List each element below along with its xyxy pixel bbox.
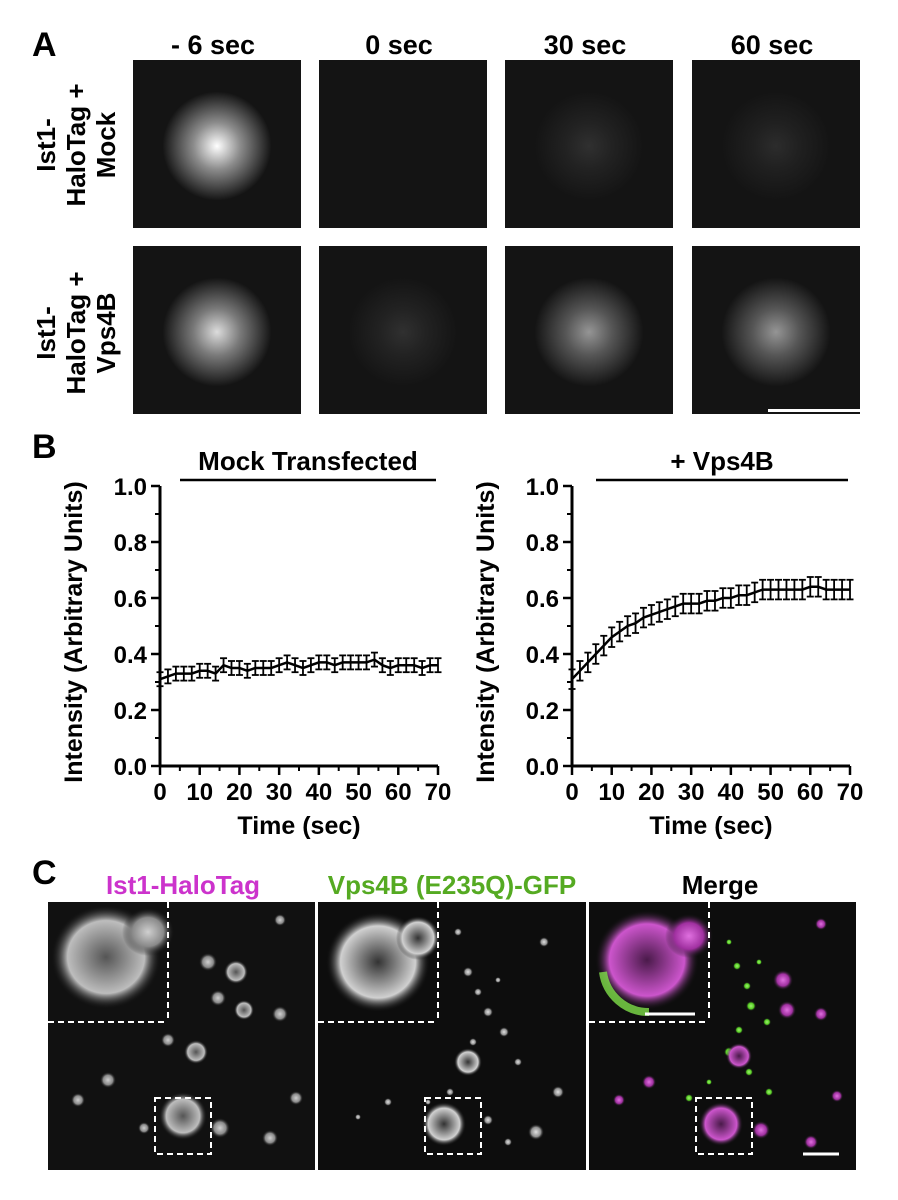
- panel-c-label: C: [32, 854, 57, 892]
- micrograph-ist1-svg: [48, 902, 315, 1170]
- series-line: [159, 658, 438, 681]
- puncta-spot: [162, 91, 272, 201]
- puncta-spot: [534, 277, 644, 387]
- panel-b-label: B: [32, 428, 57, 466]
- x-tick-label: 40: [306, 779, 333, 806]
- chart-vps4b: + Vps4B 0.0 0.2 0.4 0.6 0.8 1.0 0 10 20 30 40 50 60 70…: [472, 446, 864, 840]
- x-tick-label: 20: [638, 779, 665, 806]
- chart-title: + Vps4B: [670, 446, 773, 476]
- x-tick-label: 50: [345, 779, 372, 806]
- y-tick-label: 0.0: [114, 754, 147, 781]
- microscopy-tile: [133, 246, 301, 414]
- title-ist1-halotag: Ist1-HaloTag: [105, 870, 261, 900]
- y-tick-label: 0.6: [526, 586, 559, 613]
- microscopy-tile: [319, 60, 487, 228]
- x-tick-label: 10: [598, 779, 625, 806]
- microscopy-tile: [692, 246, 860, 414]
- panel-a-label: A: [32, 26, 57, 64]
- series-line: [571, 585, 850, 681]
- y-tick-label: 0.4: [114, 642, 148, 669]
- microscopy-tile: [692, 60, 860, 228]
- column-title-minus-6-sec: - 6 sec: [170, 30, 256, 60]
- microscopy-tile: [133, 60, 301, 228]
- y-tick-label: 0.2: [114, 698, 147, 725]
- micrograph-vps4b-gfp: [318, 902, 586, 1170]
- row-label-line: Mock: [91, 111, 121, 179]
- puncta-spot: [534, 91, 644, 201]
- x-tick-label: 30: [266, 779, 293, 806]
- chart-title: Mock Transfected: [198, 446, 418, 476]
- title-vps4b-gfp: Vps4B (E235Q)-GFP: [327, 870, 577, 900]
- micrograph-merge: [589, 902, 856, 1170]
- puncta-spot: [721, 91, 831, 201]
- column-title-0-sec: 0 sec: [365, 30, 433, 60]
- x-axis-label: Time (sec): [237, 812, 360, 840]
- x-tick-label: 10: [186, 779, 213, 806]
- y-tick-label: 0.8: [526, 530, 559, 557]
- microscopy-tile: [505, 60, 673, 228]
- micrograph-merge-svg: [589, 902, 856, 1170]
- y-tick-label: 1.0: [114, 474, 147, 501]
- puncta-spot: [721, 277, 831, 387]
- x-tick-label: 40: [718, 779, 745, 806]
- row-label-vps4b: Ist1- HaloTag + Vps4B: [31, 243, 121, 423]
- micrograph-ist1-halotag: [48, 902, 315, 1170]
- row-label-line: Vps4B: [91, 292, 121, 374]
- y-tick-label: 0.4: [526, 642, 560, 669]
- y-tick-label: 0.8: [114, 530, 147, 557]
- column-title-30-sec: 30 sec: [543, 30, 627, 60]
- column-title-60-sec: 60 sec: [730, 30, 814, 60]
- micrograph-vps4b-svg: [318, 902, 586, 1170]
- y-axis-label: Intensity (Arbitrary Units): [472, 481, 500, 782]
- x-tick-label: 70: [837, 779, 864, 806]
- row-label-line: HaloTag +: [61, 271, 91, 395]
- y-tick-label: 0.6: [114, 586, 147, 613]
- x-tick-label: 70: [425, 779, 452, 806]
- title-merge: Merge: [681, 870, 759, 900]
- chart-mock-transfected: Mock Transfected 0.0 0.2 0.4 0.6 0.8 1.0 0 10 20 3…: [60, 446, 452, 840]
- puncta-spot: [348, 277, 458, 387]
- microscopy-tile: [505, 246, 673, 414]
- row-label-line: Ist1-: [31, 306, 61, 360]
- y-tick-label: 0.0: [526, 754, 559, 781]
- x-axis-label: Time (sec): [649, 812, 772, 840]
- row-label-mock: Ist1- HaloTag + Mock: [31, 55, 121, 235]
- y-tick-label: 0.2: [526, 698, 559, 725]
- x-tick-label: 0: [565, 779, 578, 806]
- x-tick-label: 20: [226, 779, 253, 806]
- microscopy-tile: [319, 246, 487, 414]
- row-label-line: Ist1-: [31, 118, 61, 172]
- row-label-line: HaloTag +: [61, 83, 91, 207]
- x-tick-label: 50: [757, 779, 784, 806]
- x-tick-label: 60: [797, 779, 824, 806]
- y-tick-label: 1.0: [526, 474, 559, 501]
- scale-bar-a: [768, 409, 860, 412]
- x-tick-label: 60: [385, 779, 412, 806]
- y-axis-label: Intensity (Arbitrary Units): [60, 481, 88, 782]
- x-tick-label: 0: [153, 779, 166, 806]
- puncta-spot: [162, 277, 272, 387]
- x-tick-label: 30: [678, 779, 705, 806]
